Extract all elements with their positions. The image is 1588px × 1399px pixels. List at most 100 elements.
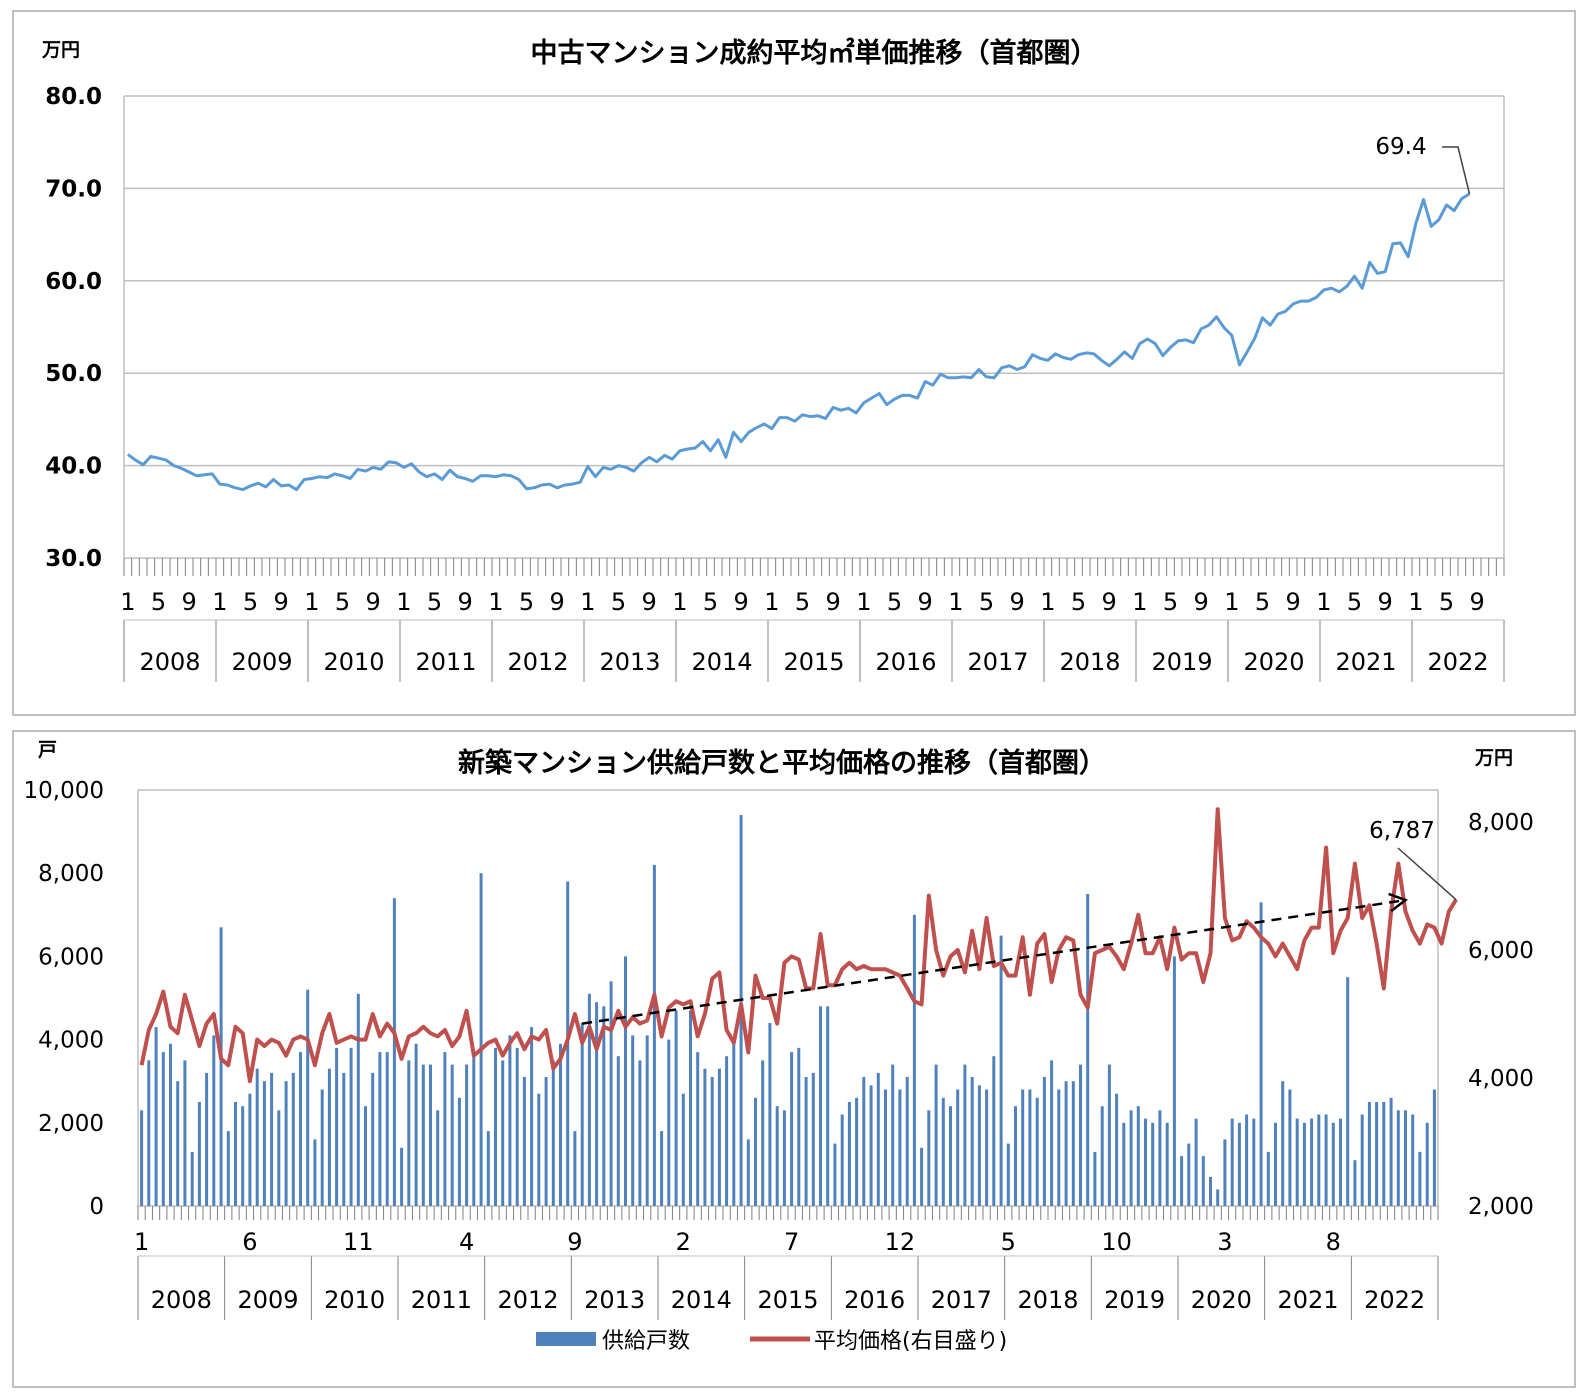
supply-bar	[876, 1072, 880, 1206]
plot-area	[126, 192, 1471, 492]
supply-bar	[761, 1060, 765, 1206]
y-right-tick-label: 2,000	[1468, 1194, 1534, 1220]
supply-bar	[1035, 1097, 1039, 1206]
x-month-label: 1	[488, 588, 503, 616]
supply-bar	[674, 1010, 678, 1206]
supply-bar	[212, 1035, 216, 1206]
supply-bar	[616, 1056, 620, 1206]
supply-bar	[1093, 1151, 1097, 1206]
x-year-label: 2018	[1059, 648, 1120, 676]
average-price-line	[139, 807, 1458, 1084]
resale-condo-chart: 万円 中古マンション成約平均㎡単価推移（首都圏） 80.0 70.0 60.0 50.…	[41, 37, 1505, 682]
y-left-tick-label: 2,000	[38, 1111, 104, 1137]
supply-bar	[811, 1072, 815, 1206]
y-left-tick-label: 10,000	[24, 778, 104, 804]
supply-bar	[884, 1089, 887, 1206]
supply-bar	[754, 1097, 757, 1206]
supply-bar	[920, 1147, 924, 1206]
supply-bar	[898, 1089, 902, 1206]
trend-arrow	[581, 892, 1409, 1025]
supply-bar	[486, 1131, 490, 1206]
x-month-label: 9	[1102, 588, 1117, 616]
x-month-label: 5	[427, 588, 442, 616]
supply-bar	[356, 993, 360, 1206]
supply-bar	[1223, 1139, 1227, 1206]
supply-bar	[1295, 1118, 1299, 1206]
supply-bar	[147, 1060, 151, 1206]
x-month-label: 5	[979, 588, 994, 616]
legend-label-supply: 供給戸数	[602, 1329, 690, 1354]
x-month-label: 5	[703, 588, 718, 616]
x-year-label: 2008	[151, 1286, 212, 1314]
supply-bar	[436, 1110, 440, 1206]
y-left-tick-label: 6,000	[38, 944, 104, 970]
supply-bar	[176, 1081, 180, 1206]
supply-bar	[645, 1035, 649, 1206]
supply-bar	[1281, 1081, 1285, 1206]
supply-bar	[1245, 1114, 1249, 1206]
plot-border	[137, 789, 1439, 1207]
supply-bar	[833, 1143, 837, 1206]
x-year-label: 2018	[1017, 1286, 1078, 1314]
supply-bar	[364, 1106, 367, 1206]
x-month-label: 1	[1040, 588, 1055, 616]
x-year-label: 2019	[1104, 1286, 1165, 1314]
supply-bar	[905, 1077, 909, 1206]
trend-arrowhead	[1388, 892, 1409, 912]
x-year-label: 2012	[507, 648, 568, 676]
trend-line	[581, 898, 1406, 1025]
supply-bar	[782, 1110, 786, 1206]
supply-bar	[956, 1089, 960, 1206]
x-month-label: 10	[1101, 1228, 1132, 1256]
y-unit-right-label: 万円	[1474, 747, 1513, 769]
supply-bar	[1158, 1110, 1162, 1206]
x-year-label: 2013	[584, 1286, 645, 1314]
x-year-label: 2008	[139, 648, 200, 676]
supply-bar	[1353, 1160, 1357, 1206]
x-year-label: 2016	[875, 648, 936, 676]
x-month-label: 1	[1316, 588, 1331, 616]
resale-condo-chart-panel: 万円 中古マンション成約平均㎡単価推移（首都圏） 80.0 70.0 60.0 50.…	[12, 10, 1576, 716]
supply-bar	[1418, 1151, 1422, 1206]
x-year-label: 2017	[967, 648, 1028, 676]
y-axis-ticks: 80.0 70.0 60.0 50.0 40.0 30.0	[45, 84, 102, 572]
x-month-label: 9	[1194, 588, 1209, 616]
supply-bar	[847, 1102, 851, 1206]
x-month-label: 5	[1255, 588, 1270, 616]
supply-bar	[826, 1006, 830, 1206]
supply-bar	[1237, 1122, 1241, 1206]
supply-bar	[400, 1147, 404, 1206]
supply-bar	[255, 1068, 259, 1206]
x-year-label: 2017	[931, 1286, 992, 1314]
x-month-label: 9	[458, 588, 473, 616]
x-month-label: 2	[676, 1228, 691, 1256]
supply-bar	[609, 981, 613, 1206]
supply-bar	[522, 1077, 526, 1206]
supply-bar	[689, 1010, 692, 1206]
y-left-tick-label: 4,000	[38, 1028, 104, 1054]
x-month-label: 1	[1408, 588, 1423, 616]
x-year-label: 2022	[1364, 1286, 1425, 1314]
x-month-label: 8	[1326, 1228, 1341, 1256]
x-month-label: 5	[519, 588, 534, 616]
legend-swatch-supply	[536, 1332, 596, 1346]
x-month-label: 9	[567, 1228, 582, 1256]
supply-bar	[1396, 1110, 1400, 1206]
supply-bar	[378, 1052, 382, 1206]
x-month-label: 9	[366, 588, 381, 616]
supply-bar	[385, 1052, 389, 1206]
supply-bar	[1115, 1093, 1119, 1206]
supply-bar	[1187, 1143, 1191, 1206]
supply-bar	[717, 1068, 721, 1206]
supply-bar	[1288, 1089, 1292, 1206]
x-month-label: 5	[1439, 588, 1454, 616]
x-month-label: 1	[580, 588, 595, 616]
supply-bar	[407, 1060, 411, 1206]
supply-bar	[1165, 1122, 1169, 1206]
supply-bar	[710, 1077, 714, 1206]
supply-bar	[1129, 1110, 1133, 1206]
supply-bar	[197, 1102, 201, 1206]
supply-bar	[934, 1064, 938, 1206]
x-year-label: 2010	[324, 1286, 385, 1314]
supply-bar	[1382, 1102, 1386, 1206]
